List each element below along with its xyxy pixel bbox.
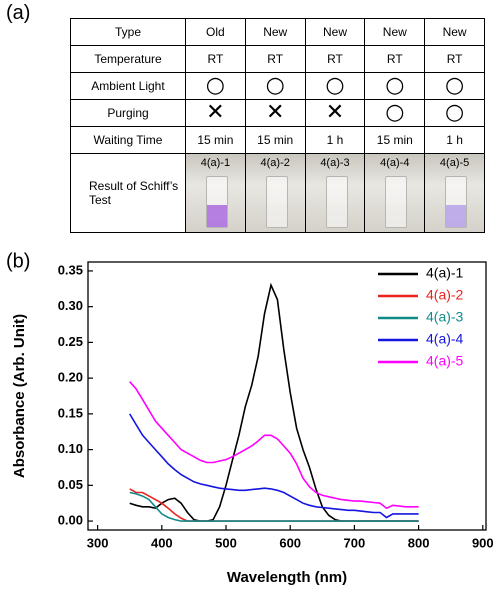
table-cell: Type [70, 18, 186, 46]
y-tick-label: 0.10 [58, 441, 83, 456]
legend-label: 4(a)-5 [426, 353, 464, 369]
liquid [386, 205, 407, 227]
table-cell: Waiting Time [70, 126, 186, 154]
vial [385, 176, 408, 228]
x-tick-label: 400 [151, 535, 173, 550]
table-row: Purging ✕ ✕ ✕ ○ ○ [70, 99, 485, 127]
result-cell: 4(a)-4 [364, 153, 426, 233]
series-line [129, 491, 419, 522]
y-tick-label: 0.15 [58, 405, 83, 420]
vial-photo: 4(a)-5 [425, 154, 484, 232]
y-tick-label: 0.20 [58, 370, 83, 385]
legend-label: 4(a)-4 [426, 331, 464, 347]
sample-label: 4(a)-3 [320, 157, 350, 169]
table-row: Result of Schiff’s Test 4(a)-1 4(a)-2 4(a)-… [70, 153, 485, 233]
table-cell: RT [424, 45, 485, 73]
legend-label: 4(a)-2 [426, 287, 464, 303]
series-line [129, 282, 419, 522]
liquid [326, 205, 347, 227]
vial [206, 176, 228, 228]
table-cell: ✕ [304, 99, 366, 127]
vial [445, 176, 468, 228]
y-axis-title: Absorbance (Arb. Unit) [11, 314, 28, 478]
liquid [446, 205, 467, 227]
result-cell: 4(a)-2 [244, 153, 306, 233]
result-cell: 4(a)-5 [424, 153, 485, 233]
table-cell: RT [185, 45, 246, 73]
series-line [129, 413, 419, 519]
result-cell: 4(a)-3 [304, 153, 366, 233]
plot-frame [87, 261, 487, 531]
table-row: Waiting Time 15 min 15 min 1 h 15 min 1 h [70, 126, 485, 154]
vial-photo: 4(a)-1 [186, 154, 245, 232]
vial [325, 176, 348, 228]
table-cell: Result of Schiff’s Test [70, 153, 186, 233]
vial-photo: 4(a)-4 [365, 154, 425, 232]
table-cell: New [304, 18, 366, 46]
x-tick-label: 300 [87, 535, 109, 550]
series-line [129, 381, 419, 510]
table-cell: ○ [304, 72, 366, 100]
table-cell: New [244, 18, 306, 46]
y-tick-label: 0.25 [58, 334, 83, 349]
sample-label: 4(a)-1 [200, 157, 231, 169]
panel-label: (a) [6, 2, 31, 24]
y-tick-label: 0.05 [58, 477, 83, 492]
sample-label: 4(a)-4 [380, 157, 410, 169]
x-tick-label: 900 [472, 535, 493, 550]
panel-label: (b) [6, 250, 30, 272]
table-cell: Old [185, 18, 246, 46]
table-cell: Temperature [70, 45, 186, 73]
table-cell: ✕ [185, 99, 246, 127]
vial-photo: 4(a)-3 [305, 154, 365, 232]
sample-label: 4(a)-5 [439, 157, 470, 169]
x-tick-label: 500 [215, 535, 237, 550]
table-cell: 15 min [364, 126, 426, 154]
table-cell: RT [304, 45, 366, 73]
y-tick-label: 0.30 [58, 298, 83, 313]
table-cell: Purging [70, 99, 186, 127]
vial-photo: 4(a)-2 [245, 154, 305, 232]
vial [265, 176, 288, 228]
sample-label: 4(a)-2 [260, 157, 290, 169]
condition-table: Type Old New New New New Temperature RT RT RT RT RT… [70, 18, 485, 233]
table-cell: ○ [364, 72, 426, 100]
x-axis-title: Wavelength (nm) [227, 569, 347, 586]
series-line [129, 488, 419, 522]
legend-label: 4(a)-3 [426, 309, 464, 325]
x-tick-label: 700 [344, 535, 366, 550]
result-cell: 4(a)-1 [185, 153, 246, 233]
table-row: Type Old New New New New [70, 18, 485, 46]
table-cell: ○ [185, 72, 246, 100]
x-tick-label: 600 [279, 535, 301, 550]
liquid [266, 205, 287, 227]
liquid [207, 205, 227, 227]
y-tick-label: 0.00 [58, 513, 83, 528]
legend-label: 4(a)-1 [426, 265, 464, 281]
table-cell: RT [364, 45, 426, 73]
y-tick-label: 0.35 [58, 262, 83, 277]
x-tick-label: 800 [408, 535, 430, 550]
